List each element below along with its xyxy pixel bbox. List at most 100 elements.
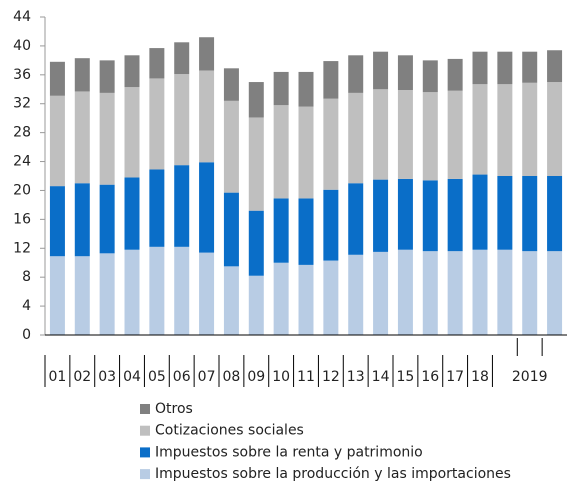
bar-segment xyxy=(472,84,488,175)
x-tick-label: 12 xyxy=(322,369,340,385)
bar-segment xyxy=(124,87,140,178)
y-tick-label: 44 xyxy=(13,9,31,25)
bar-segment xyxy=(397,249,413,335)
bar-segment xyxy=(472,174,488,250)
bar-segment xyxy=(397,89,413,179)
bar-segment xyxy=(298,106,314,199)
y-tick-label: 36 xyxy=(13,67,31,83)
legend-swatch xyxy=(140,425,150,436)
bar-segment xyxy=(422,251,438,335)
bar-segment xyxy=(149,48,165,79)
legend-swatch xyxy=(140,404,150,414)
bar-segment xyxy=(397,55,413,90)
bar-segment xyxy=(199,37,215,71)
bar-segment xyxy=(373,89,389,180)
bar-segment xyxy=(99,253,115,335)
bar-segment xyxy=(497,176,513,250)
bar-segment xyxy=(547,82,563,176)
bar-segment xyxy=(199,162,215,253)
bar-segment xyxy=(74,256,90,335)
y-tick-label: 4 xyxy=(22,298,31,314)
bar-segment xyxy=(323,98,339,190)
bar-segment xyxy=(298,264,314,335)
bar-segment xyxy=(248,117,264,211)
bar-segment xyxy=(74,91,90,184)
bar-segment xyxy=(273,71,289,106)
bar-segment xyxy=(422,92,438,181)
bar-segment xyxy=(248,82,264,118)
y-tick-label: 40 xyxy=(13,38,31,54)
bar-segment xyxy=(199,252,215,335)
bar-segment xyxy=(248,210,264,276)
bar-segment xyxy=(373,251,389,335)
bar-segment xyxy=(348,183,364,255)
bar-segment xyxy=(547,176,563,252)
bar-segment xyxy=(298,71,314,107)
bar-segment xyxy=(174,42,190,75)
legend-swatch xyxy=(140,469,150,480)
bar-segment xyxy=(223,100,239,193)
bar-segment xyxy=(49,186,65,257)
bar-segment xyxy=(447,178,463,252)
x-tick-label: 06 xyxy=(173,369,191,385)
bar-segment xyxy=(99,92,115,185)
bar-segment xyxy=(447,90,463,179)
bar-segment xyxy=(223,68,239,101)
bar-segment xyxy=(323,61,339,99)
y-tick-label: 32 xyxy=(13,96,31,112)
y-tick-label: 24 xyxy=(13,154,31,170)
bar-segment xyxy=(298,198,314,265)
bar-segment xyxy=(348,55,364,93)
bar-segment xyxy=(174,246,190,335)
x-tick-label: 01 xyxy=(49,369,67,385)
bar-segment xyxy=(149,78,165,170)
y-tick-label: 20 xyxy=(13,182,31,198)
bar-segment xyxy=(124,177,140,250)
bar-segment xyxy=(74,58,90,92)
legend-label: Impuestos sobre la producción y las impo… xyxy=(155,466,511,482)
bar-segment xyxy=(273,198,289,263)
x-tick-label: 05 xyxy=(148,369,166,385)
x-tick-label: 16 xyxy=(421,369,439,385)
bar-segment xyxy=(248,275,264,335)
bar-segment xyxy=(472,51,488,85)
bar-segment xyxy=(74,183,90,257)
bar-segment xyxy=(149,246,165,335)
bar-segment xyxy=(447,58,463,91)
x-tick-label: 09 xyxy=(247,369,265,385)
x-tick-label: 13 xyxy=(347,369,365,385)
bar-segment xyxy=(49,95,65,187)
x-group-label: 2019 xyxy=(512,369,548,385)
y-tick-label: 0 xyxy=(22,327,31,343)
bar-segment xyxy=(174,165,190,247)
x-tick-label: 08 xyxy=(223,369,241,385)
bar-segment xyxy=(497,249,513,335)
y-tick-label: 16 xyxy=(13,211,31,227)
bar-segment xyxy=(522,176,538,252)
bar-segment xyxy=(323,189,339,261)
y-tick-label: 28 xyxy=(13,125,31,141)
bar-segment xyxy=(49,256,65,335)
bar-segment xyxy=(199,70,215,163)
bar-segment xyxy=(149,169,165,247)
bar-segment xyxy=(497,84,513,176)
bar-segment xyxy=(547,50,563,83)
x-tick-label: 04 xyxy=(123,369,141,385)
bar-segment xyxy=(348,92,364,184)
bar-segment xyxy=(397,178,413,250)
bar-segment xyxy=(124,249,140,335)
bar-segment xyxy=(373,51,389,90)
x-tick-label: 02 xyxy=(73,369,91,385)
bar-segment xyxy=(49,61,65,96)
bar-segment xyxy=(522,51,538,83)
bar-segment xyxy=(547,251,563,335)
bar-segment xyxy=(447,251,463,335)
x-tick-label: 15 xyxy=(397,369,415,385)
y-tick-label: 8 xyxy=(22,269,31,285)
y-tick-label: 12 xyxy=(13,240,31,256)
legend-label: Otros xyxy=(155,401,193,417)
bar-segment xyxy=(522,82,538,176)
bar-segment xyxy=(422,60,438,93)
legend-label: Cotizaciones sociales xyxy=(155,423,304,439)
